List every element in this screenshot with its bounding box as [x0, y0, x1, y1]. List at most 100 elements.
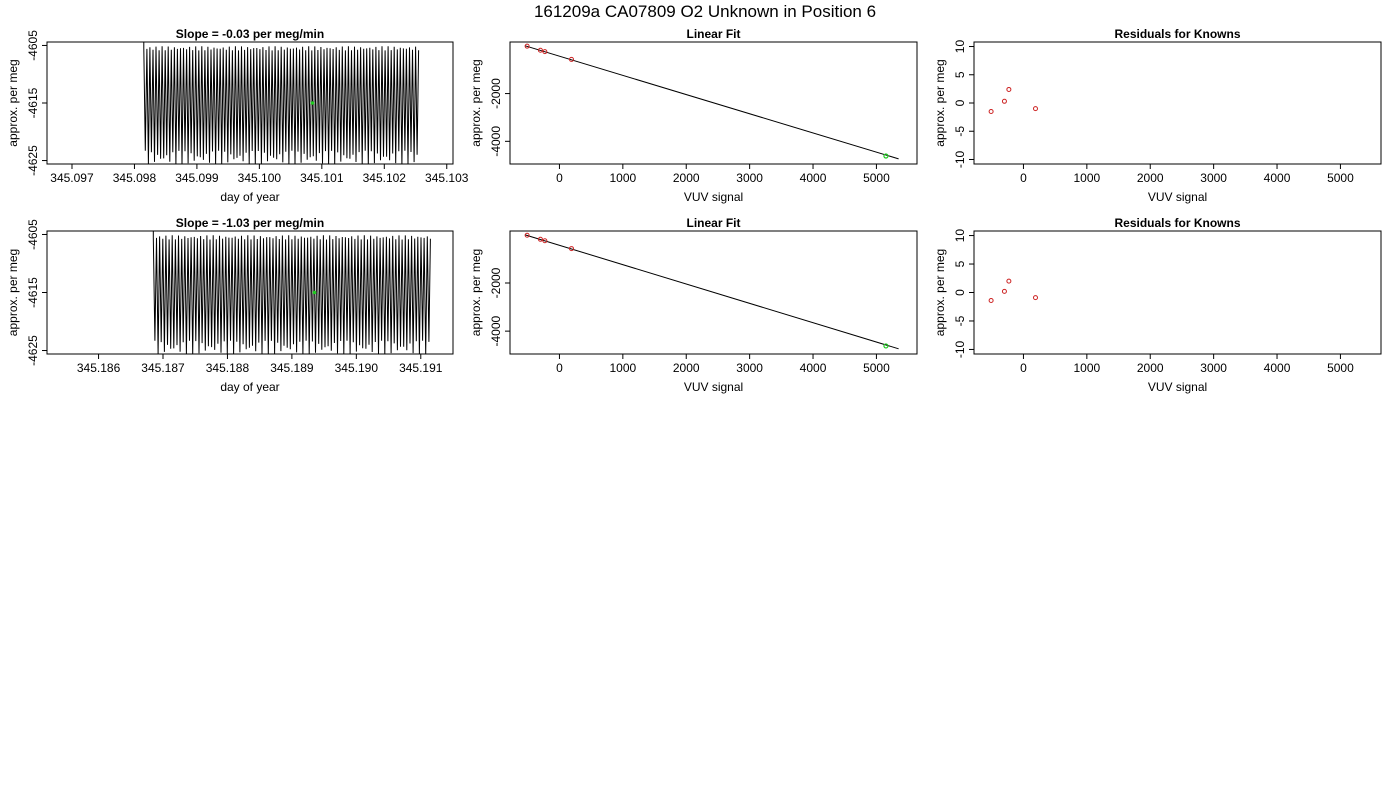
y-tick-label: -10: [953, 150, 967, 168]
x-tick-label: 4000: [800, 361, 827, 375]
x-axis-label: VUV signal: [684, 380, 743, 394]
plot-data: [988, 86, 1038, 114]
y-tick-label: -4615: [26, 87, 40, 118]
panel-title: Residuals for Knowns: [1114, 216, 1240, 230]
panel-title: Residuals for Knowns: [1114, 27, 1240, 41]
chart-panel-5: Linear Fit 0 1000 2000 3000 4000 5000 -2000 -400…: [469, 216, 918, 394]
known-point: [1032, 295, 1038, 301]
y-tick-label: 0: [953, 289, 967, 296]
x-tick-label: 2000: [1137, 361, 1164, 375]
known-point: [1032, 106, 1038, 112]
plot-data: [524, 43, 899, 160]
known-point: [568, 246, 574, 252]
known-point: [988, 297, 994, 303]
x-tick-label: 345.188: [206, 361, 250, 375]
chart-panel-1: Slope = -0.03 per meg/min 345.097 345.098 3…: [6, 27, 469, 204]
x-tick-label: 345.191: [399, 361, 443, 375]
x-tick-label: 345.099: [175, 171, 219, 185]
plot-data: [988, 278, 1038, 303]
x-tick-label: 345.098: [113, 171, 157, 185]
x-tick-label: 1000: [1073, 171, 1100, 185]
known-point: [988, 108, 994, 114]
plot-frame: [973, 41, 1382, 165]
x-tick-label: 345.097: [50, 171, 94, 185]
unknown-point: [310, 101, 315, 105]
y-axis-label: approx. per meg: [933, 59, 947, 146]
x-tick-label: 4000: [1264, 171, 1291, 185]
x-tick-label: 5000: [1327, 171, 1354, 185]
x-tick-label: 5000: [863, 171, 890, 185]
plot-frame: [509, 41, 918, 165]
unknown-point: [883, 153, 889, 159]
x-tick-label: 345.189: [270, 361, 314, 375]
known-point: [537, 236, 543, 242]
trace-line: [143, 42, 420, 164]
x-tick-label: 345.187: [141, 361, 185, 375]
x-tick-label: 5000: [863, 361, 890, 375]
y-tick-label: -4625: [26, 335, 40, 366]
plot-frame: [509, 230, 918, 355]
x-tick-label: 345.190: [335, 361, 379, 375]
known-point: [524, 43, 530, 49]
x-tick-label: 345.103: [425, 171, 469, 185]
x-tick-label: 345.102: [363, 171, 407, 185]
x-axis-label: VUV signal: [1148, 380, 1207, 394]
plot-data: [152, 231, 431, 354]
plot-frame: [973, 230, 1382, 355]
chart-panel-6: Residuals for Knowns 0 1000 2000 3000 4000 500…: [933, 216, 1382, 394]
y-tick-label: -2000: [489, 78, 503, 109]
chart-panel-4: Slope = -1.03 per meg/min 345.186 345.187 3…: [6, 216, 454, 394]
x-tick-label: 0: [556, 361, 563, 375]
known-point: [524, 232, 530, 238]
known-point: [568, 56, 574, 62]
x-axis-label: day of year: [220, 380, 279, 394]
x-tick-label: 2000: [673, 361, 700, 375]
x-tick-label: 0: [556, 171, 563, 185]
x-tick-label: 0: [1020, 171, 1027, 185]
plot-data: [143, 42, 420, 164]
x-tick-label: 5000: [1327, 361, 1354, 375]
y-tick-label: 10: [953, 40, 967, 54]
chart-panel-2: Linear Fit 0 1000 2000 3000 4000 5000 -2000 -400…: [469, 27, 918, 204]
x-tick-label: 345.100: [238, 171, 282, 185]
x-tick-label: 2000: [673, 171, 700, 185]
x-tick-label: 1000: [609, 361, 636, 375]
known-point: [537, 47, 543, 53]
trace-line: [152, 231, 431, 354]
x-tick-label: 3000: [736, 361, 763, 375]
panel-title: Linear Fit: [686, 216, 740, 230]
y-tick-label: 10: [953, 229, 967, 243]
y-tick-label: -4000: [489, 315, 503, 346]
fit-line: [525, 45, 899, 160]
y-tick-label: -4000: [489, 126, 503, 157]
x-tick-label: 345.101: [300, 171, 344, 185]
x-axis-label: day of year: [220, 190, 279, 204]
known-point: [1006, 86, 1012, 92]
page-title: 161209a CA07809 O2 Unknown in Position 6: [534, 2, 876, 21]
y-axis-label: approx. per meg: [933, 249, 947, 336]
y-tick-label: -10: [953, 340, 967, 358]
y-tick-label: 5: [953, 71, 967, 78]
y-tick-label: -4605: [26, 219, 40, 250]
x-tick-label: 345.186: [77, 361, 121, 375]
y-tick-label: -4625: [26, 145, 40, 176]
known-point: [542, 238, 548, 244]
x-tick-label: 3000: [1200, 361, 1227, 375]
y-tick-label: -4605: [26, 30, 40, 61]
y-axis-label: approx. per meg: [6, 249, 20, 336]
x-axis-label: VUV signal: [684, 190, 743, 204]
unknown-point: [312, 290, 317, 295]
known-point: [1001, 288, 1007, 294]
y-tick-label: 5: [953, 260, 967, 267]
panel-title: Slope = -0.03 per meg/min: [176, 27, 324, 41]
unknown-point: [883, 343, 889, 349]
x-tick-label: 4000: [1264, 361, 1291, 375]
y-axis-label: approx. per meg: [6, 59, 20, 146]
x-tick-label: 3000: [1200, 171, 1227, 185]
chart-panels: Slope = -0.03 per meg/min 345.097 345.098 3…: [6, 27, 1382, 394]
x-tick-label: 0: [1020, 361, 1027, 375]
known-point: [542, 49, 548, 55]
y-tick-label: -4615: [26, 277, 40, 308]
x-tick-label: 1000: [609, 171, 636, 185]
y-tick-label: -5: [953, 126, 967, 137]
